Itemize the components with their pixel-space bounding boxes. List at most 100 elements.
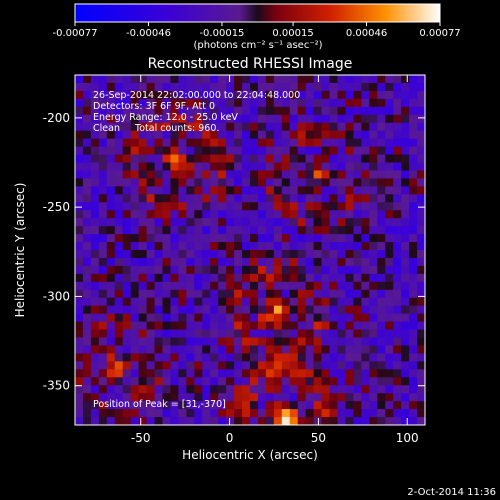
heatmap-pixel [313,409,322,418]
heatmap-pixel [106,186,116,195]
heatmap-pixel [273,401,283,410]
heatmap-pixel [138,250,147,259]
heatmap-pixel [401,361,410,370]
heatmap-pixel [297,377,307,386]
heatmap-pixel [218,409,227,418]
heatmap-pixel [162,170,171,179]
heatmap-pixel [138,226,147,235]
heatmap-pixel [218,178,227,187]
heatmap-pixel [130,138,140,147]
heatmap-pixel [385,114,394,124]
heatmap-pixel [146,90,155,100]
heatmap-pixel [226,226,235,235]
heatmap-pixel [210,226,219,235]
heatmap-pixel [194,122,203,132]
heatmap-pixel [106,114,116,124]
plot-date-stamp: 2-Oct-2014 11:36 [407,487,496,498]
heatmap-pixel [218,170,227,179]
heatmap-pixel [257,226,267,235]
heatmap-pixel [75,234,84,243]
heatmap-pixel [82,377,92,386]
heatmap-pixel [242,178,251,187]
heatmap-pixel [90,75,100,84]
heatmap-pixel [257,281,267,291]
heatmap-pixel [234,178,243,187]
heatmap-pixel [361,369,370,378]
heatmap-pixel [106,210,116,219]
heatmap-pixel [273,250,283,259]
heatmap-pixel [257,90,267,100]
heatmap-pixel [257,106,267,116]
heatmap-pixel [178,361,187,370]
heatmap-pixel [321,162,330,171]
heatmap-pixel [265,178,275,187]
heatmap-pixel [250,130,259,140]
heatmap-pixel [377,385,386,394]
heatmap-pixel [122,353,132,362]
heatmap-pixel [106,377,116,386]
heatmap-pixel [345,90,354,100]
heatmap-pixel [226,377,235,386]
heatmap-pixel [305,122,315,132]
heatmap-pixel [313,393,322,402]
heatmap-pixel [82,242,92,251]
heatmap-pixel [210,345,219,354]
heatmap-pixel [417,122,425,132]
heatmap-pixel [281,409,291,418]
heatmap-pixel [154,385,163,394]
heatmap-pixel [377,409,386,418]
heatmap-pixel [377,75,386,84]
heatmap-pixel [75,281,84,291]
heatmap-pixel [393,122,402,132]
heatmap-pixel [138,178,147,187]
annotation-energy-range: Energy Range: 12.0 - 25.0 keV [93,112,238,123]
heatmap-pixel [337,281,346,291]
heatmap-pixel [265,369,275,378]
heatmap-pixel [98,265,108,275]
heatmap-pixel [162,194,171,203]
heatmap-pixel [114,218,124,227]
heatmap-pixel [265,329,275,338]
heatmap-pixel [210,369,219,378]
heatmap-pixel [345,154,354,163]
heatmap-pixel [313,321,322,330]
heatmap-pixel [154,393,163,402]
heatmap-pixel [146,138,155,147]
heatmap-pixel [106,202,116,211]
heatmap-pixel [75,146,84,155]
heatmap-pixel [210,297,219,307]
heatmap-pixel [281,138,291,147]
heatmap-pixel [170,369,179,378]
heatmap-pixel [281,377,291,386]
heatmap-pixel [369,377,378,386]
heatmap-pixel [377,82,386,92]
heatmap-pixel [353,162,362,171]
heatmap-pixel [250,297,259,307]
heatmap-pixel [377,289,386,299]
heatmap-pixel [146,409,155,418]
heatmap-pixel [361,417,370,425]
heatmap-pixel [90,393,100,402]
heatmap-pixel [154,202,163,211]
heatmap-pixel [170,202,179,211]
heatmap-pixel [146,401,155,410]
heatmap-pixel [313,361,322,370]
heatmap-pixel [90,353,100,362]
heatmap-pixel [313,250,322,259]
heatmap-pixel [170,250,179,259]
heatmap-pixel [297,417,307,425]
heatmap-pixel [353,242,362,251]
plot-frame [74,74,426,426]
heatmap-pixel [98,242,108,251]
heatmap-pixel [417,361,425,370]
heatmap-pixel [273,337,283,346]
heatmap-pixel [146,297,155,307]
heatmap-pixel [289,218,299,227]
heatmap-pixel [210,385,219,394]
heatmap-pixel [242,409,251,418]
heatmap-pixel [281,82,291,92]
heatmap-pixel [75,138,84,147]
heatmap-pixel [75,329,84,338]
heatmap-pixel [313,257,322,267]
heatmap-pixel [226,75,235,84]
